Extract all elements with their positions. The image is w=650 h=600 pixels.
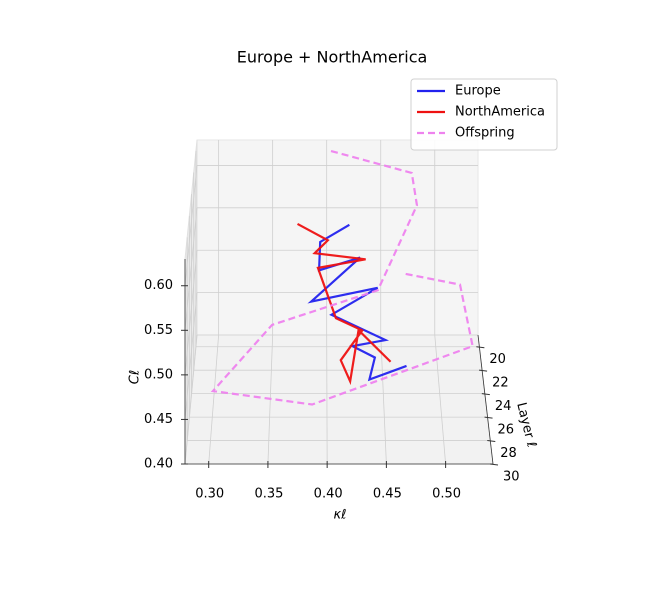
- legend-box: [410, 78, 558, 151]
- z-tick-label: 0.45: [144, 412, 173, 427]
- grid-line: [184, 250, 198, 375]
- back-pane: [196, 139, 479, 336]
- x-tick-label: 0.40: [314, 487, 343, 502]
- grid-line: [184, 207, 198, 331]
- floor-pane: [184, 334, 494, 465]
- grid-line: [380, 334, 387, 465]
- x-tick-label: 0.45: [373, 487, 402, 502]
- y-tick: [489, 463, 499, 466]
- legend-label: NorthAmerica: [455, 105, 545, 120]
- y-axis-line: [477, 334, 494, 465]
- x-axis-label: κℓ: [333, 508, 346, 523]
- x-tick-label: 0.30: [195, 487, 224, 502]
- series-line: [307, 223, 407, 382]
- series-line: [210, 149, 474, 406]
- z-tick-label: 0.50: [144, 367, 173, 382]
- series-line: [296, 222, 392, 386]
- y-tick-label: 24: [495, 399, 512, 414]
- grid-line: [434, 334, 447, 465]
- grid-line: [184, 165, 198, 286]
- z-tick-label: 0.55: [144, 323, 173, 338]
- legend-label: Offspring: [455, 126, 515, 141]
- x-tick-label: 0.35: [254, 487, 283, 502]
- chart-title: Europe + NorthAmerica: [237, 48, 428, 67]
- y-tick: [487, 440, 496, 443]
- x-tick-label: 0.50: [432, 487, 461, 502]
- y-tick-label: 20: [489, 352, 506, 367]
- y-tick-label: 28: [500, 446, 517, 461]
- panes: [184, 139, 494, 465]
- legend: Europe NorthAmerica Offspring: [410, 78, 558, 151]
- z-axis-label: Cℓ: [128, 370, 143, 384]
- y-tick: [476, 346, 485, 349]
- y-tick-label: 26: [498, 423, 515, 438]
- z-tick-label: 0.60: [144, 278, 173, 293]
- y-tick: [484, 416, 493, 419]
- axes: 0.30 0.35 0.40 0.45 0.50 20 22 24 26 28 30 0.40 0.45…: [144, 259, 520, 502]
- legend-label: Europe: [455, 84, 501, 99]
- grid-line: [208, 334, 220, 465]
- grid-line: [184, 292, 198, 420]
- y-axis-label: Layer ℓ: [513, 401, 539, 449]
- lines: [210, 149, 474, 406]
- y-tick: [481, 393, 490, 396]
- grid-line: [184, 334, 198, 465]
- y-tick-label: 30: [503, 470, 520, 485]
- y-tick: [479, 369, 488, 372]
- y-tick-label: 22: [492, 376, 509, 391]
- z-tick-label: 0.40: [144, 457, 173, 472]
